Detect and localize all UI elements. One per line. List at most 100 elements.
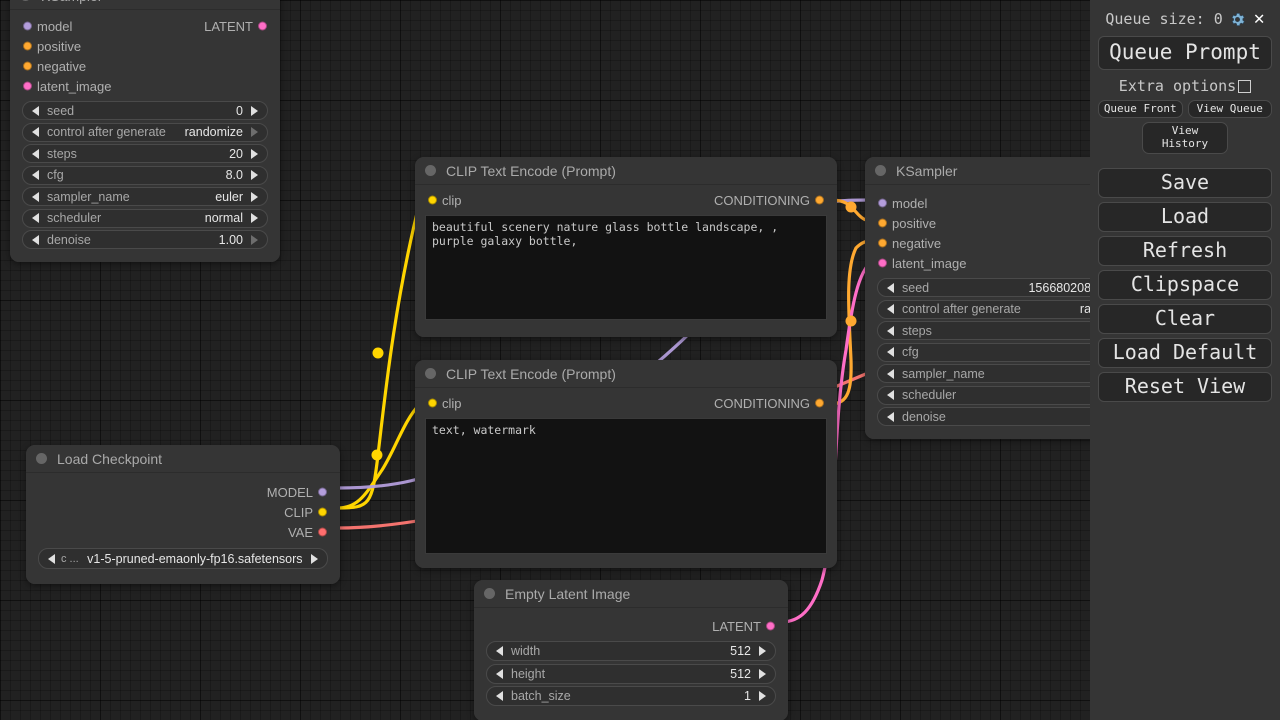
widget-batch-size[interactable]: batch_size 1 [486,686,776,706]
input-dot-clip[interactable] [428,195,437,205]
save-button[interactable]: Save [1098,168,1272,199]
node-ksampler-left[interactable]: KSampler model LATENT positive negative … [10,0,280,262]
collapse-dot-icon[interactable] [484,588,495,599]
widget-ckpt-name[interactable]: c ... v1-5-pruned-emaonly-fp16.safetenso… [38,548,328,569]
increment-arrow-icon[interactable] [310,553,318,564]
input-dot-model[interactable] [23,21,32,31]
increment-arrow-icon[interactable] [759,668,766,679]
input-dot-negative[interactable] [878,238,887,248]
collapse-dot-icon[interactable] [36,453,47,464]
view-history-button[interactable]: View History [1142,122,1228,155]
clipspace-button[interactable]: Clipspace [1098,270,1272,301]
decrement-arrow-icon[interactable] [32,105,39,116]
collapse-dot-icon[interactable] [425,165,436,176]
output-dot-latent[interactable] [258,21,267,31]
widget-value[interactable]: euler [215,189,243,204]
node-title-bar[interactable]: Empty Latent Image [474,580,788,608]
increment-arrow-icon[interactable] [251,105,258,116]
input-dot-latent-image[interactable] [878,258,887,268]
widget-scheduler[interactable]: scheduler normal [22,208,268,228]
increment-arrow-icon[interactable] [251,127,258,137]
widget-seed[interactable]: seed 0 [22,101,268,120]
increment-arrow-icon[interactable] [759,646,766,656]
output-dot-clip[interactable] [318,507,327,517]
widget-denoise[interactable]: denoise [877,407,1123,426]
widget-value[interactable]: 8.0 [225,168,243,182]
decrement-arrow-icon[interactable] [32,127,39,137]
decrement-arrow-icon[interactable] [887,304,894,314]
input-dot-positive[interactable] [23,41,32,51]
queue-front-button[interactable]: Queue Front [1098,100,1183,118]
decrement-arrow-icon[interactable] [887,390,894,400]
view-queue-button[interactable]: View Queue [1187,100,1272,118]
increment-arrow-icon[interactable] [251,170,258,180]
widget-denoise[interactable]: denoise 1.00 [22,230,268,249]
collapse-dot-icon[interactable] [875,165,886,176]
decrement-arrow-icon[interactable] [887,325,894,336]
decrement-arrow-icon[interactable] [32,191,39,202]
decrement-arrow-icon[interactable] [887,411,894,422]
widget-sampler-name[interactable]: sampler_name [877,364,1123,383]
decrement-arrow-icon[interactable] [32,213,39,223]
widget-scheduler[interactable]: scheduler [877,385,1123,405]
output-dot-vae[interactable] [318,527,327,537]
increment-arrow-icon[interactable] [251,234,258,245]
node-title-bar[interactable]: CLIP Text Encode (Prompt) [415,157,837,185]
widget-cfg[interactable]: cfg [877,342,1123,362]
widget-control-after-generate[interactable]: control after generate randomize [22,122,268,142]
load-button[interactable]: Load [1098,202,1272,233]
decrement-arrow-icon[interactable] [32,148,39,159]
decrement-arrow-icon[interactable] [887,368,894,379]
widget-value[interactable]: 1566802087 [1028,280,1098,295]
widget-value[interactable]: 1.00 [218,232,243,247]
widget-control-after-generate[interactable]: control after generate ran [877,299,1123,319]
widget-value[interactable]: 0 [236,103,243,118]
prompt-textarea-positive[interactable]: beautiful scenery nature glass bottle la… [425,215,827,320]
widget-sampler-name[interactable]: sampler_name euler [22,187,268,206]
input-dot-latent-image[interactable] [23,81,32,91]
node-empty-latent-image[interactable]: Empty Latent Image LATENT width 512 heig… [474,580,788,720]
widget-value[interactable]: 512 [730,644,751,658]
output-dot-conditioning[interactable] [815,398,824,408]
reset-view-button[interactable]: Reset View [1098,372,1272,403]
decrement-arrow-icon[interactable] [32,234,39,245]
load-default-button[interactable]: Load Default [1098,338,1272,369]
widget-cfg[interactable]: cfg 8.0 [22,165,268,185]
prompt-textarea-negative[interactable]: text, watermark [425,418,827,554]
extra-options-checkbox[interactable] [1238,79,1252,93]
widget-value[interactable]: randomize [184,125,243,139]
clear-button[interactable]: Clear [1098,304,1272,335]
output-dot-model[interactable] [318,487,327,497]
widget-width[interactable]: width 512 [486,641,776,661]
increment-arrow-icon[interactable] [759,691,766,701]
decrement-arrow-icon[interactable] [887,347,894,357]
widget-value[interactable]: 1 [744,689,751,703]
decrement-arrow-icon[interactable] [48,553,55,564]
widget-value[interactable]: 512 [730,666,751,681]
decrement-arrow-icon[interactable] [496,668,503,679]
input-dot-model[interactable] [878,198,887,208]
decrement-arrow-icon[interactable] [496,646,503,656]
input-dot-negative[interactable] [23,61,32,71]
widget-steps[interactable]: steps [877,321,1123,340]
output-dot-latent[interactable] [766,621,775,631]
increment-arrow-icon[interactable] [251,148,258,159]
collapse-dot-icon[interactable] [425,368,436,379]
node-title-bar[interactable]: CLIP Text Encode (Prompt) [415,360,837,388]
output-dot-conditioning[interactable] [815,195,824,205]
input-dot-positive[interactable] [878,218,887,228]
node-title-bar[interactable]: Load Checkpoint [26,445,340,473]
node-clip-text-encode-positive[interactable]: CLIP Text Encode (Prompt) clip CONDITION… [415,157,837,337]
widget-height[interactable]: height 512 [486,663,776,684]
increment-arrow-icon[interactable] [251,191,258,202]
widget-seed[interactable]: seed 1566802087 [877,278,1123,297]
widget-value[interactable]: 20 [229,146,243,161]
node-load-checkpoint[interactable]: Load Checkpoint MODEL CLIP VAE c ... v1-… [26,445,340,584]
queue-prompt-button[interactable]: Queue Prompt [1098,36,1272,70]
widget-steps[interactable]: steps 20 [22,144,268,163]
decrement-arrow-icon[interactable] [32,170,39,180]
node-clip-text-encode-negative[interactable]: CLIP Text Encode (Prompt) clip CONDITION… [415,360,837,568]
refresh-button[interactable]: Refresh [1098,236,1272,267]
input-dot-clip[interactable] [428,398,437,408]
decrement-arrow-icon[interactable] [887,282,894,293]
